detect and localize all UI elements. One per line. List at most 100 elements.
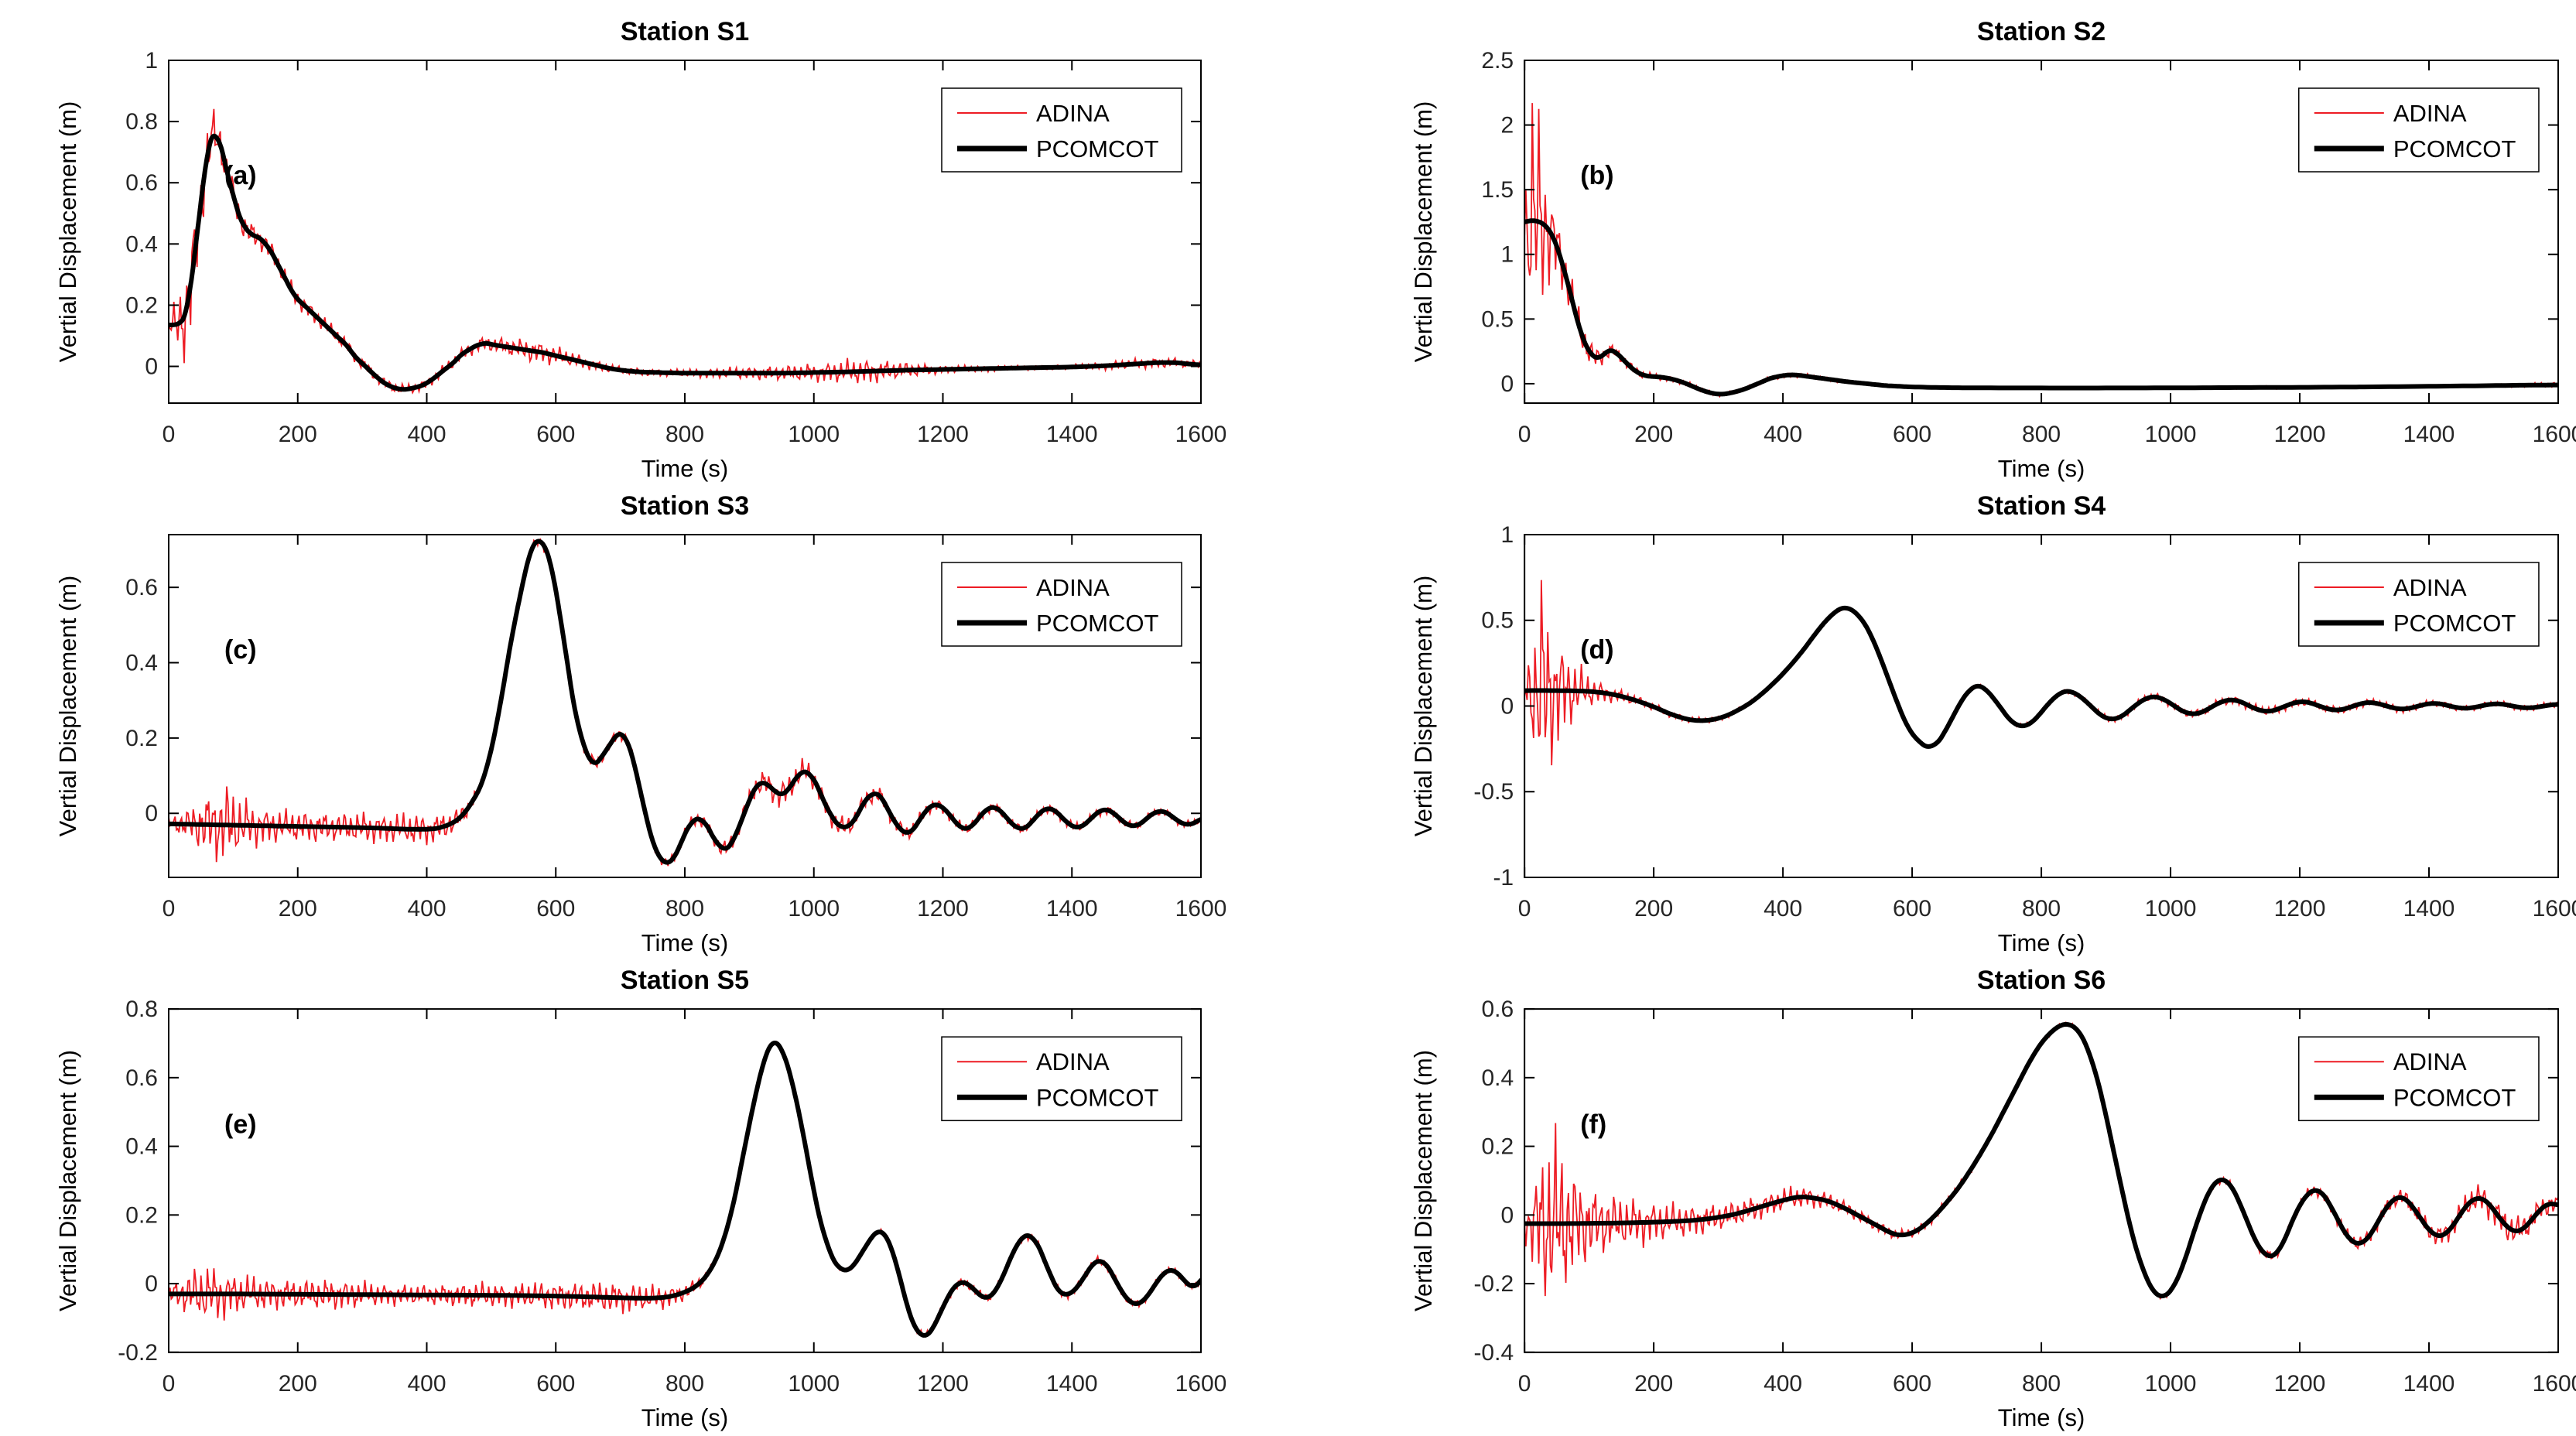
y-axis-label: Vertial Displacement (m) <box>54 1050 81 1311</box>
legend-label-adina: ADINA <box>1036 574 1110 601</box>
legend-label-adina: ADINA <box>2393 1048 2467 1075</box>
x-axis-label: Time (s) <box>641 929 729 956</box>
chart-svg-e: Station S5 0 200 400 600 800 1000 1200 1400 1600 -… <box>54 966 1227 1431</box>
x-tick-label: 1200 <box>917 422 969 447</box>
y-tick-label: 0.5 <box>1481 608 1514 634</box>
chart-title: Station S3 <box>621 491 749 521</box>
x-tick-label: 200 <box>279 896 317 921</box>
legend-label-adina: ADINA <box>2393 100 2467 127</box>
subplot-b: Station S2 0 200 400 600 800 1000 1200 1400 160 0 0… <box>1319 12 2576 487</box>
x-tick-label: 1600 <box>1175 422 1227 447</box>
y-tick-label: 2.5 <box>1481 48 1514 74</box>
x-tick-label: 600 <box>536 1371 575 1397</box>
pcomcot-line <box>169 538 1201 865</box>
x-axis-label: Time (s) <box>641 455 729 482</box>
x-tick-label: 1000 <box>2145 422 2197 447</box>
legend-label-pcomcot: PCOMCOT <box>2393 610 2516 637</box>
legend-label-pcomcot: PCOMCOT <box>1036 610 1159 637</box>
y-tick-label: 0 <box>1500 694 1514 720</box>
x-tick-label: 1400 <box>1046 1371 1098 1397</box>
x-tick-label: 400 <box>407 1371 446 1397</box>
y-tick-label: 1 <box>1500 522 1514 548</box>
x-tick-label: 800 <box>2022 1371 2061 1397</box>
x-tick-label: 400 <box>407 896 446 921</box>
pcomcot-line <box>169 1040 1201 1338</box>
legend: ADINA PCOMCOT <box>2298 1036 2540 1122</box>
y-tick-label: 0.6 <box>125 575 158 600</box>
x-axis-label: Time (s) <box>1998 1404 2085 1431</box>
chart-svg-b: Station S2 0 200 400 600 800 1000 1200 1400 160 0 0… <box>1410 17 2576 482</box>
x-axis-label: Time (s) <box>1998 455 2085 482</box>
y-tick-label: 1.5 <box>1481 177 1514 203</box>
y-tick-label: 0.2 <box>125 726 158 751</box>
x-tick-label: 1600 <box>1175 1371 1227 1397</box>
x-tick-label: 600 <box>536 422 575 447</box>
x-tick-label: 600 <box>536 896 575 921</box>
chart-svg-d: Station S4 0 200 400 600 800 1000 1200 1400 1600 -… <box>1410 491 2576 956</box>
y-tick-label: 0.4 <box>125 231 158 257</box>
subplot-f: Station S6 0 200 400 600 800 1000 1200 1400 1600 -… <box>1319 961 2576 1436</box>
x-tick-label: 1600 <box>1175 896 1227 921</box>
chart-title: Station S5 <box>621 966 749 995</box>
subplot-c: Station S3 0 200 400 600 800 1000 1200 1400 1600 0… <box>31 487 1319 961</box>
y-tick-label: 0.2 <box>125 292 158 318</box>
panel-label: (d) <box>1580 635 1613 665</box>
y-tick-label: 0 <box>145 801 158 826</box>
pcomcot-line <box>1524 605 2558 749</box>
x-tick-label: 1400 <box>2403 896 2455 921</box>
x-tick-label: 1200 <box>917 1371 969 1397</box>
y-tick-label: 0.4 <box>125 1134 158 1160</box>
x-tick-label: 400 <box>1764 896 1802 921</box>
x-tick-label: 1000 <box>2145 1371 2197 1397</box>
x-tick-label: 0 <box>162 422 176 447</box>
x-tick-label: 400 <box>407 422 446 447</box>
pcomcot-line <box>1524 218 2558 397</box>
x-tick-label: 0 <box>1518 1371 1531 1397</box>
y-tick-label: 0.6 <box>125 1065 158 1091</box>
x-tick-label: 1400 <box>1046 422 1098 447</box>
chart-svg-f: Station S6 0 200 400 600 800 1000 1200 1400 1600 -… <box>1410 966 2576 1431</box>
legend: ADINA PCOMCOT <box>2298 87 2540 173</box>
chart-title: Station S6 <box>1977 966 2106 995</box>
x-tick-label: 200 <box>279 422 317 447</box>
y-tick-label: -1 <box>1493 865 1514 891</box>
x-tick-label: 0 <box>162 896 176 921</box>
subplot-d: Station S4 0 200 400 600 800 1000 1200 1400 1600 -… <box>1319 487 2576 961</box>
x-tick-label: 200 <box>1634 1371 1673 1397</box>
legend-label-adina: ADINA <box>1036 1048 1110 1075</box>
y-axis-label: Vertial Displacement (m) <box>54 101 81 363</box>
legend: ADINA PCOMCOT <box>941 1036 1182 1122</box>
legend: ADINA PCOMCOT <box>2298 562 2540 647</box>
panel-label: (a) <box>224 161 257 190</box>
x-tick-label: 1200 <box>2274 896 2326 921</box>
y-tick-label: 0.5 <box>1481 306 1514 332</box>
x-tick-label: 800 <box>665 896 704 921</box>
y-tick-label: 1 <box>1500 242 1514 268</box>
legend-box <box>941 87 1182 173</box>
x-tick-label: 200 <box>279 1371 317 1397</box>
x-tick-label: 400 <box>1764 1371 1802 1397</box>
pcomcot-line <box>1524 1021 2558 1299</box>
x-tick-label: 800 <box>665 422 704 447</box>
subplot-a: Station S1 0 200 400 600 800 1000 1200 1400 1600 0… <box>31 12 1319 487</box>
panel-label: (c) <box>224 635 257 665</box>
chart-title: Station S1 <box>621 17 749 46</box>
y-tick-label: -0.5 <box>1473 779 1514 805</box>
y-axis-label: Vertial Displacement (m) <box>1410 101 1437 363</box>
x-tick-label: 800 <box>2022 896 2061 921</box>
x-tick-label: 800 <box>665 1371 704 1397</box>
y-tick-label: -0.4 <box>1473 1340 1514 1366</box>
x-tick-label: 1400 <box>2403 1371 2455 1397</box>
x-tick-label: 0 <box>162 1371 176 1397</box>
y-axis-label: Vertial Displacement (m) <box>54 576 81 837</box>
x-tick-label: 600 <box>1893 896 1931 921</box>
x-tick-label: 1600 <box>2533 896 2576 921</box>
x-tick-label: 1000 <box>788 896 840 921</box>
y-tick-label: 0.8 <box>125 109 158 135</box>
x-tick-label: 600 <box>1893 422 1931 447</box>
y-axis-label: Vertial Displacement (m) <box>1410 576 1437 837</box>
y-tick-label: 0.2 <box>1481 1134 1514 1160</box>
y-tick-label: 0 <box>1500 1202 1514 1228</box>
legend-label-pcomcot: PCOMCOT <box>2393 135 2516 162</box>
